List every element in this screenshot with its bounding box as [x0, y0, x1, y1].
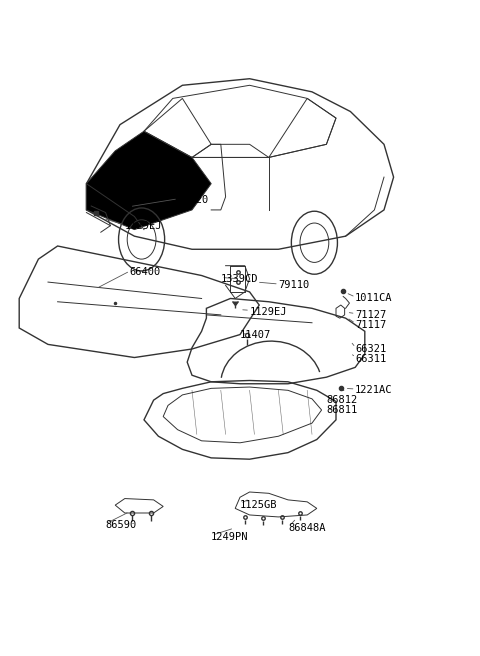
Text: 66311: 66311: [355, 354, 386, 364]
Text: 86811: 86811: [326, 405, 358, 415]
Text: 66400: 66400: [130, 267, 161, 277]
Polygon shape: [86, 131, 211, 230]
Text: 66321: 66321: [355, 344, 386, 354]
Text: 86590: 86590: [106, 520, 137, 530]
Text: 1125GB: 1125GB: [240, 500, 277, 510]
Text: 86848A: 86848A: [288, 523, 325, 533]
Text: 1129EJ: 1129EJ: [125, 221, 162, 232]
Text: 79120: 79120: [178, 195, 209, 205]
Text: 1011CA: 1011CA: [355, 293, 393, 304]
Text: 71117: 71117: [355, 319, 386, 330]
Text: 79110: 79110: [278, 280, 310, 291]
Text: 1221AC: 1221AC: [355, 385, 393, 396]
Text: 1129EJ: 1129EJ: [250, 306, 287, 317]
Text: 71127: 71127: [355, 310, 386, 320]
Text: 1249PN: 1249PN: [211, 531, 249, 542]
Text: 86812: 86812: [326, 395, 358, 405]
Text: 1339CD: 1339CD: [221, 274, 258, 284]
Text: 11407: 11407: [240, 329, 271, 340]
